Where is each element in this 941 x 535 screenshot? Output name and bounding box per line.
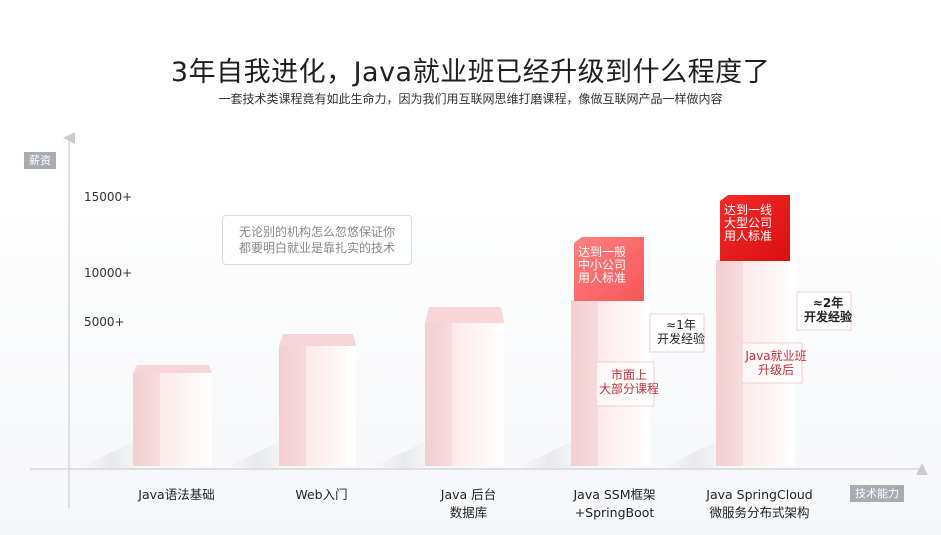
- experience-label: 开发经验: [804, 309, 853, 324]
- note-line-2: 都要明白就业是靠扎实的技术: [238, 241, 395, 255]
- bar-shadow: [516, 442, 571, 468]
- bar: [452, 323, 504, 466]
- bar-side: [571, 300, 598, 466]
- experience-label: 开发经验: [657, 331, 705, 346]
- y-tick-label: 10000+: [84, 266, 132, 280]
- bar: [160, 373, 212, 466]
- category-label-line2: +SpringBoot: [575, 505, 655, 520]
- bar-top: [133, 365, 212, 373]
- category-label: Java SpringCloud: [705, 487, 812, 502]
- highlight-block: [574, 237, 644, 301]
- experience-label: ≈2年: [813, 295, 843, 310]
- experience-box: [649, 313, 705, 353]
- annotation-label: 市面上: [611, 367, 647, 382]
- page-subtitle: 一套技术类课程竟有如此生命力，因为我们用互联网思维打磨课程，像做互联网产品一样做…: [218, 92, 723, 106]
- highlight-label: 用人标准: [578, 271, 626, 285]
- highlight-label: 中小公司: [578, 257, 626, 272]
- category-label: Java SSM框架: [572, 487, 655, 502]
- highlight-label: 大型公司: [724, 216, 772, 230]
- experience-label: ≈1年: [666, 318, 696, 332]
- bar-shadow: [661, 442, 716, 468]
- bar-shadow: [370, 442, 425, 468]
- bar-side: [716, 260, 743, 466]
- bar-top: [279, 334, 356, 346]
- category-label: Web入门: [295, 487, 347, 502]
- category-label-line2: 数据库: [450, 505, 488, 520]
- bar-top: [425, 307, 504, 323]
- bar-side: [425, 323, 452, 466]
- category-label-line2: 微服务分布式架构: [709, 505, 809, 520]
- bar-shadows: [78, 442, 716, 468]
- note-box: 无论别的机构怎么忽悠保证你 都要明白就业是靠扎实的技术: [222, 215, 412, 265]
- highlight-label: 达到一般: [578, 244, 626, 259]
- note-line-1: 无论别的机构怎么忽悠保证你: [238, 225, 395, 239]
- annotation-label: Java就业班: [744, 349, 806, 363]
- y-axis-badge: 薪资: [24, 152, 56, 169]
- category-label: Java语法基础: [137, 487, 214, 502]
- axes: 5000+ 10000+ 15000+: [30, 132, 928, 508]
- bar-side: [133, 373, 160, 466]
- highlight-block: [720, 195, 790, 261]
- bar: [306, 346, 356, 466]
- bar-side: [279, 346, 306, 466]
- y-tick-label: 5000+: [84, 315, 125, 329]
- x-axis-badge: 技术能力: [850, 485, 904, 502]
- annotation-label: 大部分课程: [599, 381, 659, 396]
- annotation-label: 升级后: [758, 363, 794, 377]
- y-tick-label: 15000+: [84, 190, 132, 204]
- annotation-box: [741, 342, 803, 384]
- highlight-label: 达到一线: [724, 203, 772, 217]
- page-title: 3年自我进化，Java就业班已经升级到什么程度了: [170, 57, 771, 88]
- bar-shadow: [78, 442, 133, 468]
- highlight-label: 用人标准: [724, 229, 772, 243]
- annotation-box: [595, 361, 655, 407]
- experience-box: [796, 291, 852, 331]
- category-label: Java 后台: [440, 487, 496, 502]
- bar-shadow: [224, 442, 279, 468]
